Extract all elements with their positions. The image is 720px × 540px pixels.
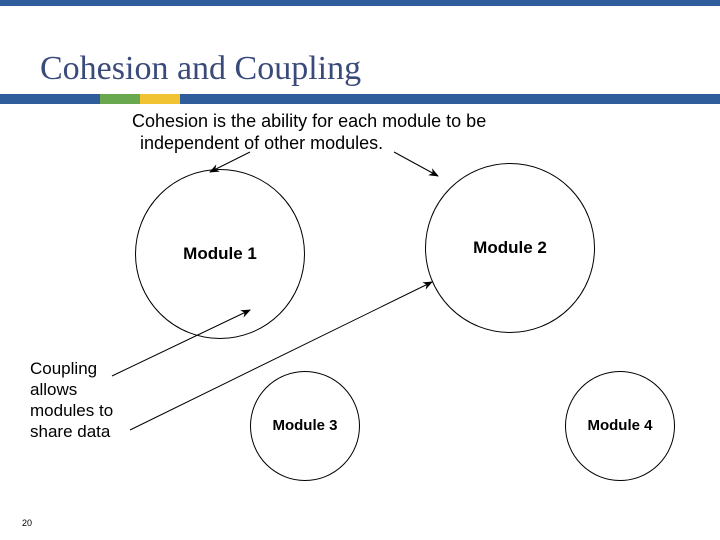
page-title: Cohesion and Coupling [40, 50, 361, 88]
coupling-line1: Coupling [30, 358, 113, 379]
page-number: 20 [22, 518, 32, 528]
coupling-line3: modules to [30, 400, 113, 421]
cohesion-line1: Cohesion is the ability for each module … [132, 110, 486, 132]
topbar-thin [0, 0, 720, 6]
module3-label: Module 3 [245, 417, 365, 434]
coupling-line4: share data [30, 421, 113, 442]
accent-seg-2 [140, 94, 180, 104]
accent-seg-1 [100, 94, 140, 104]
accent-seg-3 [180, 94, 720, 104]
accent-seg-0 [0, 94, 100, 104]
coupling-line2: allows [30, 379, 113, 400]
module1-label: Module 1 [160, 244, 280, 264]
cohesion-definition: Cohesion is the ability for each module … [132, 110, 486, 154]
accent-strip [0, 94, 720, 104]
module2-label: Module 2 [450, 238, 570, 258]
module4-label: Module 4 [560, 417, 680, 434]
cohesion-line2: independent of other modules. [132, 132, 486, 154]
coupling-definition: Coupling allows modules to share data [30, 358, 113, 442]
